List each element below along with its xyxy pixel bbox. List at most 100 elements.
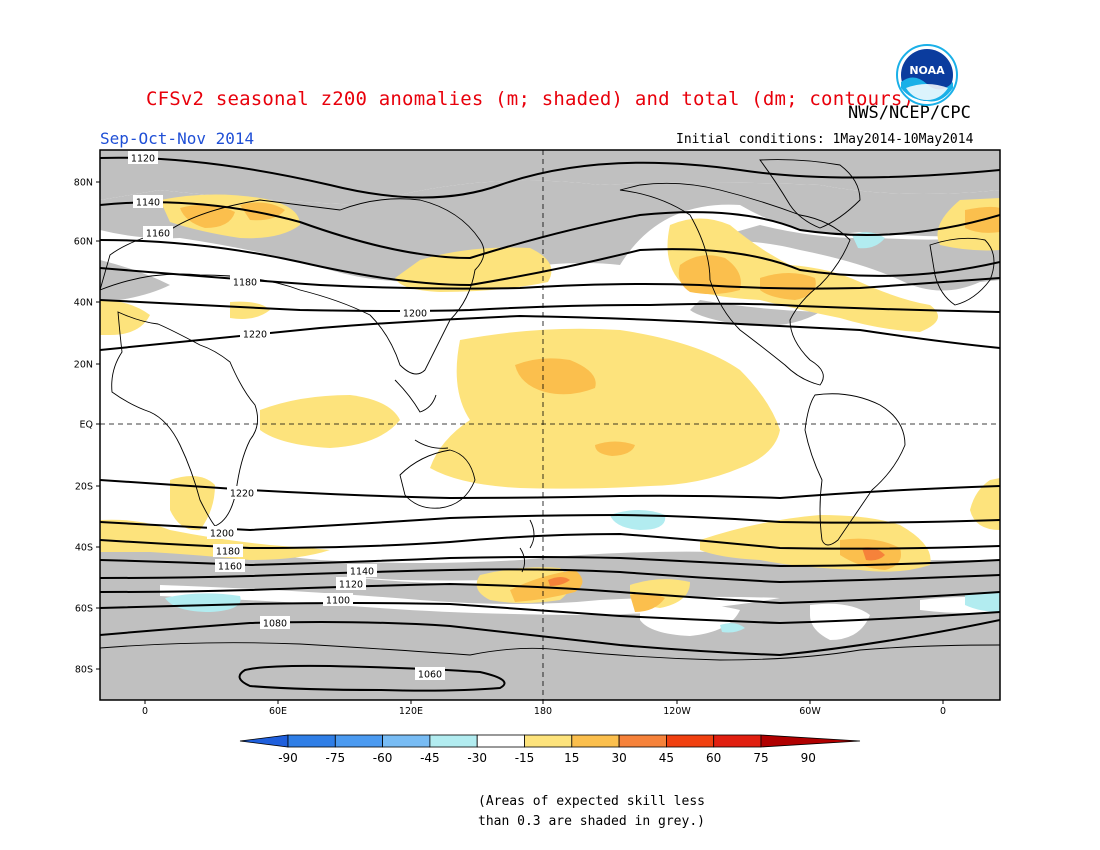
lat-label: 80S [75, 665, 93, 676]
contour-label-bg [323, 593, 353, 606]
colorbar-tick-label: -90 [278, 751, 298, 765]
lat-label: 60S [75, 604, 93, 615]
contour-label-bg [400, 306, 430, 319]
contour-label-bg [207, 526, 237, 539]
colorbar-tick-label: -60 [373, 751, 393, 765]
contour-label: 1140 [136, 198, 160, 209]
positive-anomaly-45-60 [548, 547, 885, 586]
colorbar-segment [571, 734, 620, 748]
initial-conditions-label: Initial conditions: 1May2014-10May2014 [676, 132, 974, 147]
colorbar-segment [618, 734, 667, 748]
contour-line [100, 314, 1000, 351]
colorbar-tick-label: 15 [564, 751, 579, 765]
contour-line [100, 156, 1000, 199]
map-frame [99, 149, 1001, 701]
contour-label: 1140 [350, 567, 374, 578]
colorbar: -90 -75 -60 -45 -30 -15 15 30 45 60 75 90 [239, 734, 861, 765]
colorbar-segment [666, 734, 715, 748]
lon-label: 180 [534, 706, 552, 717]
contour-labels: 1120 1140 1160 1180 1200 1220 1220 1200 1180 1160… [128, 151, 445, 681]
colorbar-tick-label: 45 [659, 751, 674, 765]
contour-label-bg [415, 667, 445, 680]
footnote-line-1: (Areas of expected skill less [478, 794, 705, 809]
contour-label-bg [336, 577, 366, 590]
skill-footnote: (Areas of expected skill less than 0.3 a… [478, 792, 705, 832]
contour-label-bg [213, 544, 243, 557]
lon-label: 120E [399, 706, 423, 717]
colorbar-segment [524, 734, 573, 748]
contour-label-bg [230, 275, 260, 288]
lat-label: 20N [74, 360, 93, 371]
shading-layer [100, 150, 1000, 700]
colorbar-tick-label: -30 [467, 751, 487, 765]
lat-label: 40S [75, 543, 93, 554]
contour-label: 1120 [339, 580, 363, 591]
contour-line [100, 582, 1000, 605]
lat-label: 80N [74, 178, 93, 189]
footnote-line-2: than 0.3 are shaded in grey.) [478, 814, 705, 829]
contour-label: 1200 [403, 309, 427, 320]
contour-label-bg [240, 327, 270, 340]
contour-label: 1120 [131, 154, 155, 165]
lon-label: 60E [269, 706, 287, 717]
colorbar-max-arrow [760, 734, 861, 748]
colorbar-min-arrow [239, 734, 289, 748]
contour-label: 1220 [230, 489, 254, 500]
lon-label: 120W [663, 706, 691, 717]
contour-label: 1100 [326, 596, 350, 607]
colorbar-tick-label: 60 [706, 751, 721, 765]
contour-label-bg [260, 616, 290, 629]
colorbar-segment [476, 734, 525, 748]
colorbar-segment [334, 734, 383, 748]
logo-text: NOAA [909, 64, 945, 77]
contour-label: 1220 [243, 330, 267, 341]
contour-line [238, 664, 506, 692]
lat-label: 20S [75, 482, 93, 493]
organization-label: NWS/NCEP/CPC [848, 103, 971, 123]
contour-line [100, 602, 1000, 625]
lon-label: 0 [940, 706, 946, 717]
contour-line [100, 299, 1000, 313]
lon-label: 0 [142, 706, 148, 717]
contour-line [100, 568, 1000, 584]
contour-line [100, 201, 1000, 260]
contour-label-bg [227, 486, 257, 499]
colorbar-tick-label: -45 [420, 751, 440, 765]
map-title: CFSv2 seasonal z200 anomalies (m; shaded… [146, 88, 915, 110]
contour-label: 1160 [218, 562, 242, 573]
contour-line [100, 267, 1000, 290]
colorbar-tick-label: 75 [753, 751, 768, 765]
lat-label: 60N [74, 237, 93, 248]
colorbar-tick-label: -75 [325, 751, 345, 765]
latitude-axis: 80N 60N 40N 20N EQ 20S 40S 60S 80S [74, 178, 100, 676]
colorbar-tick-label: 90 [801, 751, 816, 765]
contour-label: 1180 [216, 547, 240, 558]
contour-label: 1060 [418, 670, 442, 681]
colorbar-tick-label: 30 [611, 751, 626, 765]
colorbar-segment [429, 734, 478, 748]
colorbar-segment [287, 734, 336, 748]
colorbar-tick-label: -15 [515, 751, 535, 765]
contour-label-bg [128, 151, 158, 164]
contour-line [100, 619, 1000, 657]
colorbar-segment [382, 734, 431, 748]
noaa-logo: NOAA [896, 44, 958, 106]
continent-outlines [100, 159, 1000, 661]
contour-label-bg [347, 564, 377, 577]
contour-label: 1200 [210, 529, 234, 540]
contour-label-bg [133, 195, 163, 208]
lon-label: 60W [799, 706, 821, 717]
contour-label: 1160 [146, 229, 170, 240]
colorbar-segment [713, 734, 762, 748]
contour-label: 1180 [233, 278, 257, 289]
season-label: Sep-Oct-Nov 2014 [100, 129, 255, 148]
contour-line [100, 513, 1000, 532]
lat-label: EQ [80, 420, 93, 431]
contour-label-bg [215, 559, 245, 572]
contour-label-bg [143, 226, 173, 239]
longitude-axis: 0 60E 120E 180 120W 60W 0 [142, 700, 946, 717]
contour-label: 1080 [263, 619, 287, 630]
contour-line [100, 239, 1000, 287]
lat-label: 40N [74, 298, 93, 309]
